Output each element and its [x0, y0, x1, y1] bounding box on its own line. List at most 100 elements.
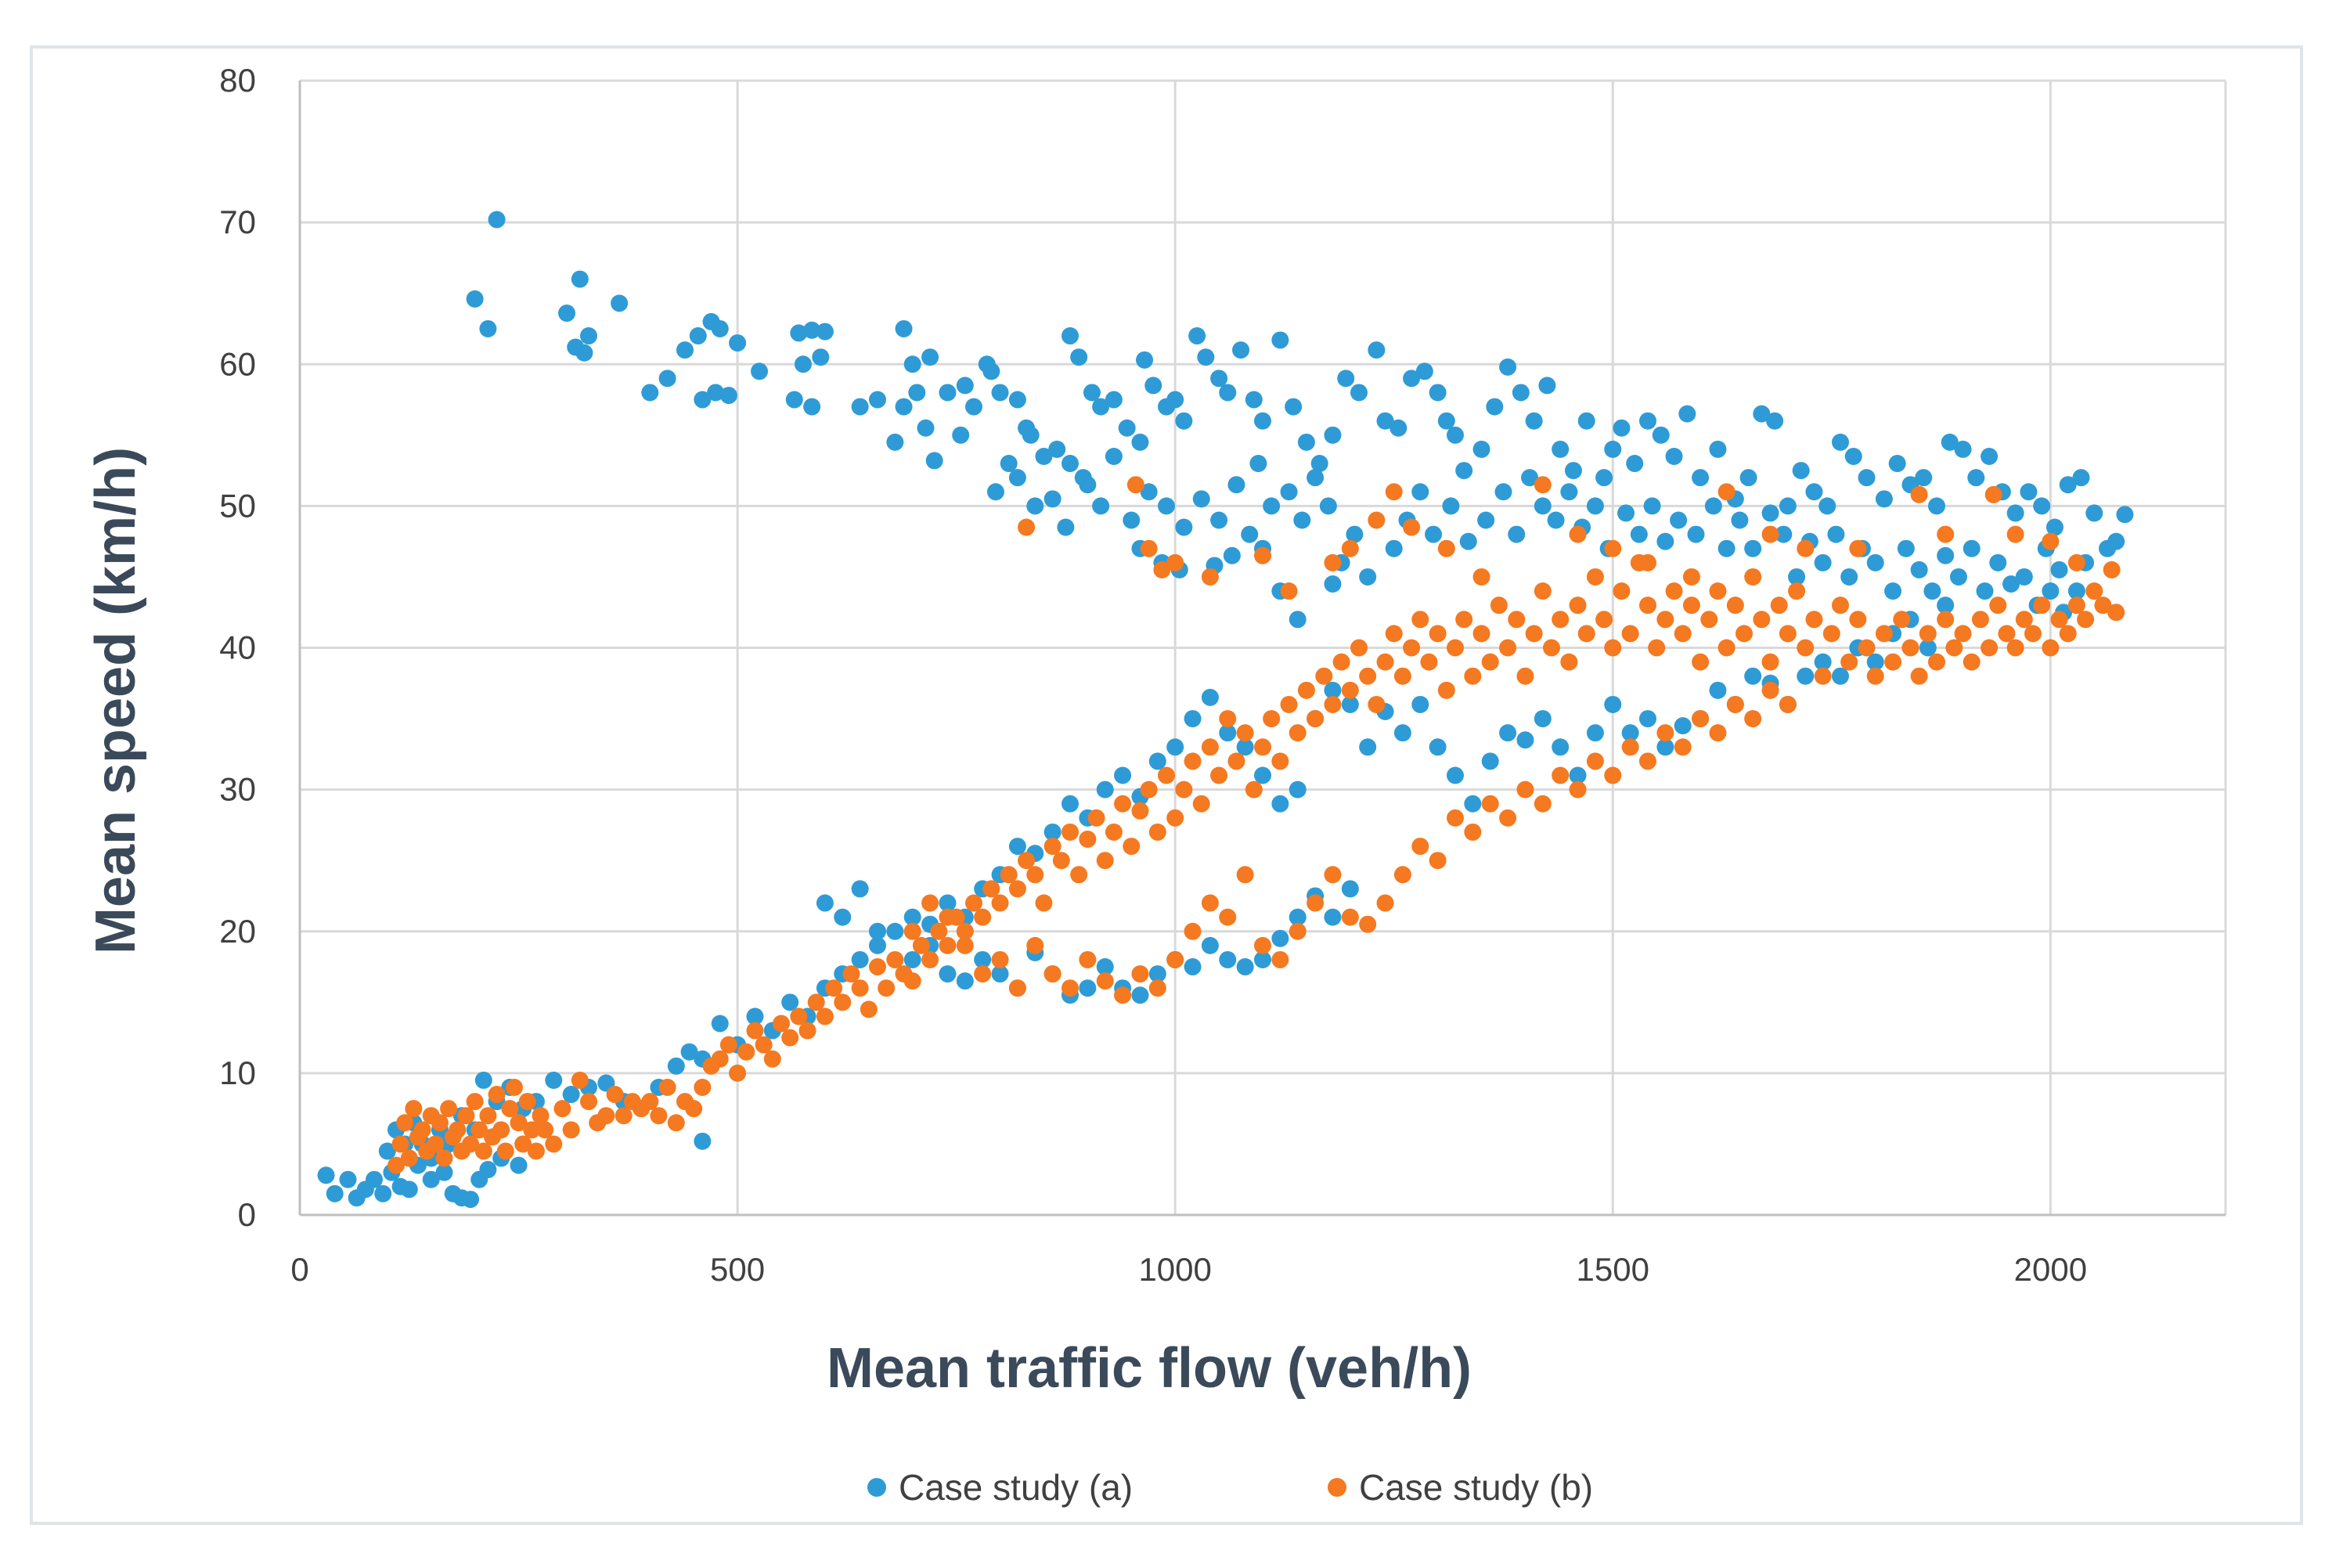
point-case-study-a — [1827, 525, 1845, 543]
point-case-study-a — [1670, 511, 1688, 529]
point-case-study-a — [1753, 405, 1771, 423]
point-case-study-a — [1079, 979, 1097, 997]
point-case-study-b — [1148, 823, 1166, 841]
point-case-study-b — [1148, 979, 1166, 997]
point-case-study-b — [869, 958, 886, 976]
point-case-study-a — [2116, 506, 2134, 524]
point-case-study-b — [1971, 611, 1989, 629]
point-case-study-a — [1341, 880, 1359, 898]
point-case-study-b — [930, 922, 948, 940]
point-case-study-a — [1403, 369, 1421, 387]
point-case-study-b — [523, 1121, 541, 1139]
point-case-study-b — [1709, 582, 1727, 600]
point-case-study-b — [719, 1036, 737, 1054]
point-case-study-b — [1472, 625, 1490, 643]
x-tick-label: 0 — [290, 1251, 308, 1288]
point-case-study-a — [794, 355, 812, 373]
y-tick-label: 40 — [219, 629, 256, 666]
point-case-study-a — [1678, 405, 1696, 423]
point-case-study-b — [1945, 639, 1963, 657]
point-case-study-b — [991, 894, 1009, 912]
point-case-study-b — [1656, 611, 1674, 629]
point-case-study-a — [1687, 525, 1705, 543]
point-case-study-a — [1043, 823, 1061, 841]
point-case-study-a — [816, 323, 834, 341]
point-case-study-b — [1096, 852, 1114, 870]
point-case-study-b — [903, 972, 921, 990]
point-case-study-a — [571, 270, 589, 288]
point-case-study-b — [1131, 965, 1149, 983]
point-case-study-b — [1552, 766, 1570, 784]
point-case-study-a — [1499, 358, 1517, 376]
point-case-study-a — [1249, 455, 1267, 473]
point-case-study-b — [1464, 823, 1482, 841]
legend-marker-case-study-b — [1328, 1478, 1346, 1497]
point-case-study-a — [1888, 455, 1906, 473]
point-case-study-a — [1832, 433, 1849, 451]
point-case-study-a — [1271, 929, 1289, 947]
point-case-study-b — [488, 1086, 506, 1104]
point-case-study-b — [1368, 695, 1386, 713]
point-case-study-a — [1210, 511, 1228, 529]
chart-frame — [30, 45, 2303, 1525]
point-case-study-b — [1096, 972, 1114, 990]
point-case-study-a — [1236, 958, 1254, 976]
point-case-study-b — [1018, 518, 1036, 536]
point-case-study-a — [1818, 497, 1836, 515]
point-case-study-b — [1797, 639, 1815, 657]
point-case-study-a — [1954, 440, 1972, 458]
point-case-study-a — [1709, 681, 1727, 699]
point-case-study-b — [1123, 838, 1141, 856]
point-case-study-a — [1508, 525, 1526, 543]
point-case-study-a — [1188, 327, 1206, 345]
point-case-study-b — [1884, 653, 1902, 671]
point-case-study-b — [1201, 894, 1219, 912]
point-case-study-b — [1079, 831, 1097, 849]
point-case-study-b — [1008, 880, 1026, 898]
point-case-study-a — [1547, 511, 1565, 529]
point-case-study-a — [1324, 575, 1342, 593]
point-case-study-a — [834, 908, 852, 926]
point-case-study-b — [1761, 681, 1779, 699]
point-case-study-b — [1464, 667, 1482, 685]
point-case-study-b — [1586, 568, 1604, 586]
point-case-study-b — [1341, 539, 1359, 557]
point-case-study-b — [1692, 710, 1710, 728]
point-case-study-a — [641, 384, 659, 402]
point-case-study-a — [1289, 908, 1307, 926]
point-case-study-a — [1437, 412, 1455, 430]
point-case-study-a — [903, 950, 921, 968]
point-case-study-a — [991, 965, 1009, 983]
point-case-study-a — [1858, 469, 1876, 487]
point-case-study-a — [1070, 348, 1088, 366]
point-case-study-b — [1079, 950, 1097, 968]
point-case-study-b — [553, 1100, 571, 1118]
point-case-study-b — [2050, 611, 2068, 629]
point-case-study-b — [1665, 582, 1683, 600]
point-case-study-b — [1008, 979, 1026, 997]
point-case-study-a — [1131, 433, 1149, 451]
point-case-study-b — [1499, 639, 1517, 657]
point-case-study-a — [886, 922, 904, 940]
point-case-study-a — [1096, 780, 1114, 798]
point-case-study-b — [1621, 738, 1639, 756]
point-case-study-a — [1989, 553, 2007, 571]
point-case-study-b — [1481, 653, 1499, 671]
point-case-study-a — [719, 387, 737, 405]
point-case-study-a — [707, 384, 725, 402]
point-case-study-a — [694, 391, 712, 409]
point-case-study-a — [1792, 462, 1810, 480]
point-case-study-a — [1512, 384, 1530, 402]
point-case-study-b — [1341, 908, 1359, 926]
point-case-study-a — [1788, 568, 1806, 586]
point-case-study-b — [1604, 766, 1622, 784]
point-case-study-a — [1035, 447, 1053, 465]
point-case-study-a — [1184, 710, 1202, 728]
point-case-study-b — [1429, 852, 1447, 870]
point-case-study-b — [1052, 852, 1070, 870]
point-case-study-b — [532, 1107, 550, 1125]
point-case-study-a — [1341, 695, 1359, 713]
point-case-study-b — [1682, 597, 1700, 615]
point-case-study-b — [1105, 823, 1123, 841]
point-case-study-a — [1175, 412, 1193, 430]
